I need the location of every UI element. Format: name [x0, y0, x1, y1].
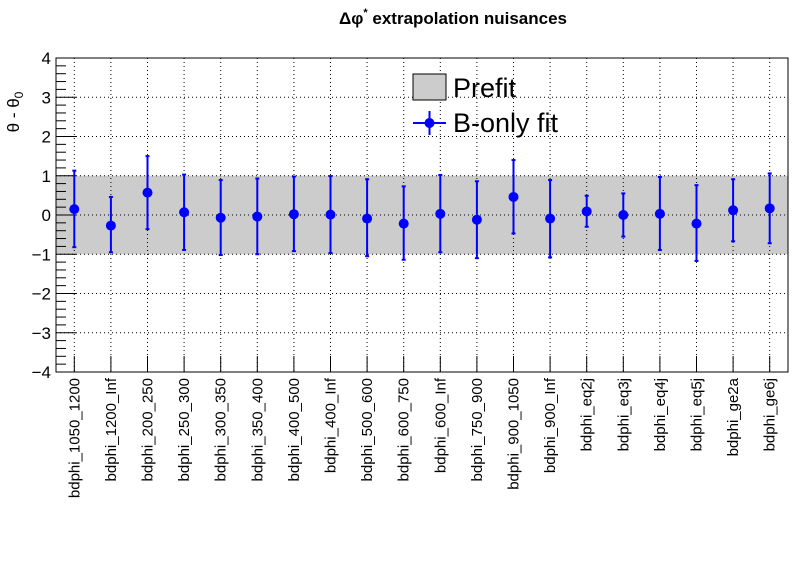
fit-point: [435, 208, 446, 219]
legend-prefit-swatch: [412, 73, 447, 101]
y-tick-label: 4: [42, 49, 51, 68]
x-tick-label: bdphi_500_600: [359, 378, 376, 481]
fit-point: [398, 218, 409, 229]
x-tick-label: bdphi_1200_Inf: [103, 377, 120, 481]
fit-point: [215, 212, 226, 223]
fit-point: [471, 214, 482, 225]
legend-fit-marker: [424, 118, 435, 128]
fit-point: [728, 205, 739, 216]
fit-point: [654, 208, 665, 219]
x-tick-label: bdphi_eq2j: [579, 378, 596, 451]
y-tick-label: 1: [42, 167, 51, 186]
fit-point: [508, 191, 519, 202]
fit-point: [764, 203, 775, 214]
fit-point: [362, 213, 373, 224]
y-axis: −4 −3 −2 −1 0 1 2 3 4: [32, 49, 76, 382]
prefit-band: [56, 175, 788, 255]
fit-point: [581, 206, 592, 217]
fit-point: [142, 187, 153, 198]
chart-title: Δφ* extrapolation nuisances: [339, 7, 567, 28]
x-tick-label: bdphi_eq3j: [615, 378, 632, 451]
y-tick-label: −4: [32, 363, 51, 382]
fit-point: [691, 218, 702, 229]
fit-point: [105, 220, 116, 231]
x-tick-label: bdphi_600_750: [396, 378, 413, 481]
x-tick-label: bdphi_300_350: [213, 378, 230, 481]
x-tick-label: bdphi_250_300: [176, 378, 193, 481]
fit-point: [252, 211, 263, 222]
fit-point: [69, 204, 80, 215]
legend: Prefit B-only fit: [412, 73, 559, 138]
x-tick-label: bdphi_900_Inf: [542, 377, 559, 473]
x-tick-label: bdphi_ge6j: [762, 378, 779, 451]
fit-point: [179, 207, 190, 218]
y-tick-label: 2: [42, 128, 51, 147]
fit-point: [545, 213, 556, 224]
legend-prefit-label: Prefit: [453, 73, 517, 103]
x-tick-label: bdphi_350_400: [249, 378, 266, 481]
y-tick-label: −1: [32, 245, 51, 264]
y-tick-label: −3: [32, 324, 51, 343]
y-tick-label: 3: [42, 88, 51, 107]
x-tick-label: bdphi_eq4j: [652, 378, 669, 451]
fit-point: [618, 210, 629, 220]
x-tick-label: bdphi_400_500: [286, 378, 303, 481]
x-tick-label: bdphi_900_1050: [506, 378, 523, 490]
y-axis-label: θ - θ0: [4, 91, 26, 132]
x-tick-label: bdphi_ge2a: [725, 377, 742, 456]
y-tick-label: 0: [42, 206, 51, 225]
x-tick-label: bdphi_1050_1200: [66, 378, 83, 498]
fit-point: [325, 209, 336, 220]
legend-fit-label: B-only fit: [453, 108, 559, 138]
x-tick-label: bdphi_750_900: [469, 378, 486, 481]
y-tick-label: −2: [32, 285, 51, 304]
x-tick-label: bdphi_400_Inf: [323, 377, 340, 473]
x-tick-label: bdphi_200_250: [140, 378, 157, 481]
fit-point: [288, 209, 299, 220]
x-tick-label: bdphi_600_Inf: [432, 377, 449, 473]
x-axis: bdphi_1050_1200 bdphi_1200_Inf bdphi_200_2…: [66, 356, 779, 498]
fit-points: [69, 155, 775, 262]
x-tick-label: bdphi_eq5j: [689, 378, 706, 451]
